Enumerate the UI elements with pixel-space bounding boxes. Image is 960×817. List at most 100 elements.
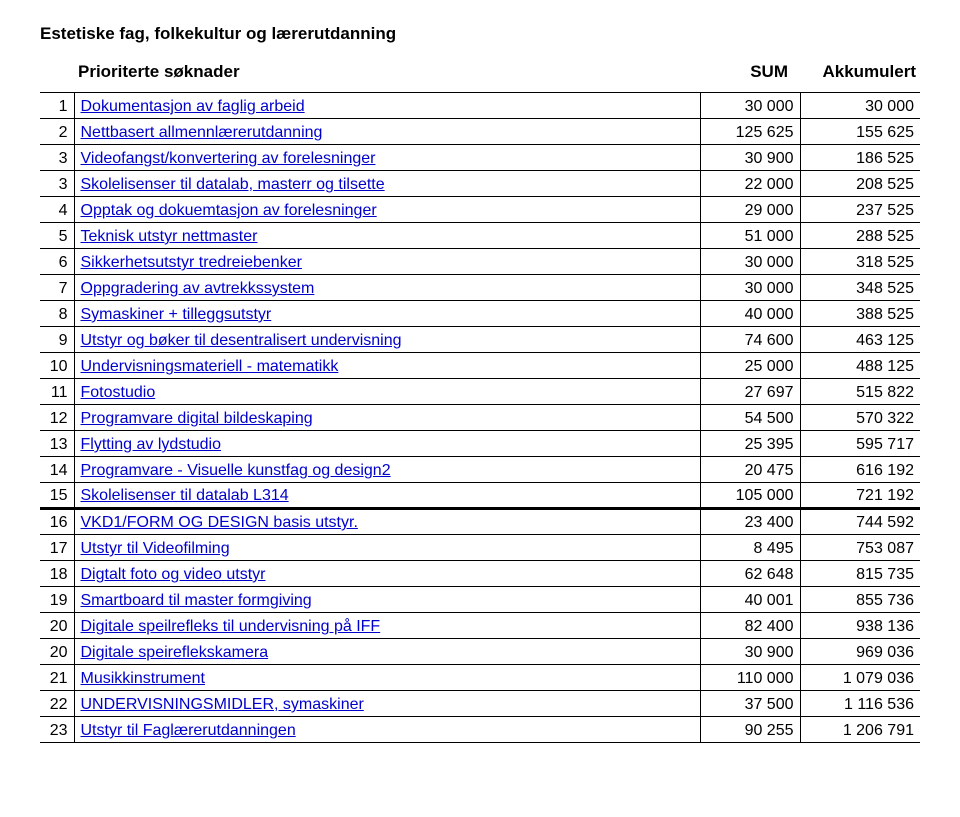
table-row: 13Flytting av lydstudio25 395595 717 [40,431,920,457]
row-accumulated: 348 525 [800,275,920,301]
row-accumulated: 388 525 [800,301,920,327]
row-sum: 29 000 [700,197,800,223]
table-row: 12Programvare digital bildeskaping54 500… [40,405,920,431]
row-accumulated: 744 592 [800,509,920,535]
row-sum: 8 495 [700,535,800,561]
table-row: 18Digtalt foto og video utstyr62 648815 … [40,561,920,587]
row-number: 17 [40,535,74,561]
application-link[interactable]: Skolelisenser til datalab L314 [74,483,700,509]
application-link[interactable]: Digitale speilrefleks til undervisning p… [74,613,700,639]
row-number: 12 [40,405,74,431]
row-accumulated: 938 136 [800,613,920,639]
row-number: 1 [40,93,74,119]
row-number: 14 [40,457,74,483]
row-accumulated: 237 525 [800,197,920,223]
table-row: 20Digitale speireflekskamera30 900969 03… [40,639,920,665]
row-accumulated: 208 525 [800,171,920,197]
application-link[interactable]: Programvare - Visuelle kunstfag og desig… [74,457,700,483]
row-number: 5 [40,223,74,249]
row-number: 16 [40,509,74,535]
row-accumulated: 30 000 [800,93,920,119]
table-row: 21Musikkinstrument110 0001 079 036 [40,665,920,691]
row-sum: 30 000 [700,249,800,275]
row-accumulated: 969 036 [800,639,920,665]
row-number: 6 [40,249,74,275]
row-sum: 54 500 [700,405,800,431]
application-link[interactable]: UNDERVISNINGSMIDLER, symaskiner [74,691,700,717]
row-sum: 40 000 [700,301,800,327]
table-row: 16VKD1/FORM OG DESIGN basis utstyr.23 40… [40,509,920,535]
table-row: 9Utstyr og bøker til desentralisert unde… [40,327,920,353]
row-number: 19 [40,587,74,613]
application-link[interactable]: Videofangst/konvertering av forelesninge… [74,145,700,171]
row-number: 4 [40,197,74,223]
application-link[interactable]: Oppgradering av avtrekkssystem [74,275,700,301]
row-number: 18 [40,561,74,587]
application-link[interactable]: Utstyr til Faglærerutdanningen [74,717,700,743]
row-accumulated: 155 625 [800,119,920,145]
row-accumulated: 1 116 536 [800,691,920,717]
row-sum: 25 395 [700,431,800,457]
table-header: Prioriterte søknader SUM Akkumulert [40,62,920,82]
application-link[interactable]: Symaskiner + tilleggsutstyr [74,301,700,327]
row-accumulated: 1 206 791 [800,717,920,743]
row-number: 2 [40,119,74,145]
table-row: 22UNDERVISNINGSMIDLER, symaskiner37 5001… [40,691,920,717]
application-link[interactable]: Utstyr til Videofilming [74,535,700,561]
application-link[interactable]: Digtalt foto og video utstyr [74,561,700,587]
table-row: 10Undervisningsmateriell - matematikk25 … [40,353,920,379]
application-link[interactable]: Sikkerhetsutstyr tredreiebenker [74,249,700,275]
row-accumulated: 855 736 [800,587,920,613]
application-link[interactable]: Digitale speireflekskamera [74,639,700,665]
row-number: 7 [40,275,74,301]
row-sum: 27 697 [700,379,800,405]
table-row: 3Videofangst/konvertering av forelesning… [40,145,920,171]
row-accumulated: 488 125 [800,353,920,379]
row-number: 21 [40,665,74,691]
row-sum: 30 000 [700,275,800,301]
application-link[interactable]: Utstyr og bøker til desentralisert under… [74,327,700,353]
header-accumulated: Akkumulert [796,62,916,82]
row-number: 23 [40,717,74,743]
row-sum: 30 000 [700,93,800,119]
row-number: 10 [40,353,74,379]
application-link[interactable]: Programvare digital bildeskaping [74,405,700,431]
row-accumulated: 318 525 [800,249,920,275]
table-row: 8Symaskiner + tilleggsutstyr40 000388 52… [40,301,920,327]
row-number: 3 [40,145,74,171]
applications-table: 1Dokumentasjon av faglig arbeid30 00030 … [40,92,920,743]
table-row: 14Programvare - Visuelle kunstfag og des… [40,457,920,483]
application-link[interactable]: Undervisningsmateriell - matematikk [74,353,700,379]
application-link[interactable]: Teknisk utstyr nettmaster [74,223,700,249]
row-sum: 37 500 [700,691,800,717]
row-sum: 51 000 [700,223,800,249]
application-link[interactable]: Flytting av lydstudio [74,431,700,457]
page-title: Estetiske fag, folkekultur og lærerutdan… [40,24,920,44]
table-row: 19Smartboard til master formgiving40 001… [40,587,920,613]
application-link[interactable]: Fotostudio [74,379,700,405]
table-row: 20Digitale speilrefleks til undervisning… [40,613,920,639]
application-link[interactable]: Nettbasert allmennlærerutdanning [74,119,700,145]
row-sum: 74 600 [700,327,800,353]
application-link[interactable]: Musikkinstrument [74,665,700,691]
table-row: 3Skolelisenser til datalab, masterr og t… [40,171,920,197]
row-sum: 23 400 [700,509,800,535]
row-accumulated: 288 525 [800,223,920,249]
table-row: 15Skolelisenser til datalab L314105 0007… [40,483,920,509]
row-sum: 30 900 [700,639,800,665]
row-sum: 62 648 [700,561,800,587]
row-sum: 20 475 [700,457,800,483]
table-row: 4Opptak og dokuemtasjon av forelesninger… [40,197,920,223]
row-number: 3 [40,171,74,197]
table-row: 17Utstyr til Videofilming8 495753 087 [40,535,920,561]
application-link[interactable]: Opptak og dokuemtasjon av forelesninger [74,197,700,223]
application-link[interactable]: VKD1/FORM OG DESIGN basis utstyr. [74,509,700,535]
application-link[interactable]: Skolelisenser til datalab, masterr og ti… [74,171,700,197]
row-number: 22 [40,691,74,717]
table-row: 7Oppgradering av avtrekkssystem30 000348… [40,275,920,301]
table-row: 5Teknisk utstyr nettmaster51 000288 525 [40,223,920,249]
application-link[interactable]: Dokumentasjon av faglig arbeid [74,93,700,119]
row-accumulated: 595 717 [800,431,920,457]
application-link[interactable]: Smartboard til master formgiving [74,587,700,613]
row-sum: 22 000 [700,171,800,197]
